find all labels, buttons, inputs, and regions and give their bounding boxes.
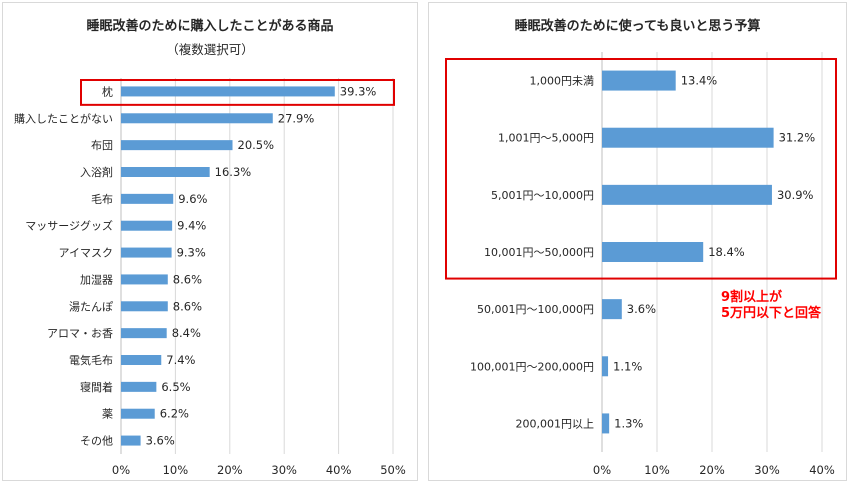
x-tick-label: 30% xyxy=(271,463,297,477)
category-label: 1,000円未満 xyxy=(530,75,595,88)
category-label: その他 xyxy=(80,435,113,448)
bar xyxy=(121,274,168,285)
x-tick-label: 0% xyxy=(593,463,611,477)
bar xyxy=(121,301,168,312)
bar xyxy=(602,70,676,91)
data-label: 27.9% xyxy=(278,111,315,125)
category-label: 1,001円～5,000円 xyxy=(498,132,594,145)
x-tick-label: 0% xyxy=(112,463,130,477)
bar xyxy=(602,242,704,262)
data-label: 9.3% xyxy=(177,246,206,260)
data-label: 9.6% xyxy=(178,192,207,206)
category-label: 50,001円～100,000円 xyxy=(477,303,594,316)
category-label: 薬 xyxy=(102,408,113,421)
bar xyxy=(121,220,173,231)
bar xyxy=(121,435,141,446)
category-label: 購入したことがない xyxy=(14,111,113,125)
category-label: 布団 xyxy=(91,139,113,152)
category-label: 電気毛布 xyxy=(69,353,113,367)
bar xyxy=(121,193,174,204)
bar xyxy=(121,113,273,124)
bar xyxy=(121,167,210,177)
data-label: 18.4% xyxy=(708,245,745,259)
bar xyxy=(121,86,335,97)
category-label: 入浴剤 xyxy=(80,165,113,179)
category-label: 10,001円～50,000円 xyxy=(484,246,594,259)
data-label: 30.9% xyxy=(777,188,814,202)
annotation-text: 9割以上が xyxy=(721,289,782,305)
annotation-text: 5万円以下と回答 xyxy=(721,305,822,321)
x-tick-label: 30% xyxy=(754,463,780,477)
data-label: 8.6% xyxy=(173,299,202,313)
category-label: 毛布 xyxy=(91,193,113,206)
bar xyxy=(121,247,172,258)
data-label: 8.4% xyxy=(172,326,201,340)
category-label: 5,001円～10,000円 xyxy=(491,189,594,202)
data-label: 20.5% xyxy=(238,138,275,152)
x-tick-label: 50% xyxy=(380,463,406,477)
data-label: 1.1% xyxy=(613,359,642,373)
data-label: 6.5% xyxy=(161,380,190,394)
category-label: 100,001円～200,000円 xyxy=(470,360,594,373)
chart-plot-area: 0% 10% 20% 30% 40% 1,000円未満 13.4% 1,001円～5,000円… xyxy=(445,52,837,477)
category-label: 枕 xyxy=(102,84,113,98)
category-label: マッサージグッズ xyxy=(25,219,113,233)
highlight-box xyxy=(80,79,395,106)
data-label: 13.4% xyxy=(681,74,718,88)
bar xyxy=(121,355,162,365)
chart-title: 睡眠改善のために使っても良いと思う予算 xyxy=(514,19,761,34)
data-label: 3.6% xyxy=(627,302,656,316)
bar xyxy=(602,184,772,205)
data-label: 39.3% xyxy=(340,84,377,98)
category-label: 寝間着 xyxy=(80,380,113,394)
x-tick-label: 20% xyxy=(217,463,243,477)
data-label: 7.4% xyxy=(166,353,195,367)
data-label: 6.2% xyxy=(160,407,189,421)
data-label: 31.2% xyxy=(779,131,816,145)
x-tick-label: 40% xyxy=(326,463,352,477)
data-label: 8.6% xyxy=(173,272,202,286)
bar xyxy=(121,408,155,419)
bar xyxy=(121,328,167,339)
chart-purchased-products: 睡眠改善のために購入したことがある商品 （複数選択可） 0% 10% 20% 30% 4… xyxy=(2,2,418,481)
data-label: 9.4% xyxy=(177,219,206,233)
bar xyxy=(602,299,622,320)
x-tick-label: 20% xyxy=(699,463,725,477)
data-label: 16.3% xyxy=(215,165,252,179)
bar xyxy=(121,381,157,392)
x-tick-label: 10% xyxy=(644,463,670,477)
x-tick-label: 40% xyxy=(809,463,835,477)
category-label: 200,001円以上 xyxy=(516,417,595,430)
data-label: 3.6% xyxy=(146,434,175,448)
chart-subtitle: （複数選択可） xyxy=(166,42,254,57)
category-label: アイマスク xyxy=(59,247,113,260)
highlight-box xyxy=(445,58,837,280)
data-label: 1.3% xyxy=(614,416,643,430)
bar xyxy=(602,413,610,434)
bar xyxy=(602,127,774,148)
x-tick-label: 10% xyxy=(163,463,189,477)
chart-title: 睡眠改善のために購入したことがある商品 xyxy=(86,19,334,34)
category-label: 湯たんぽ xyxy=(69,300,113,313)
bar xyxy=(121,140,233,151)
chart-budget: 睡眠改善のために使っても良いと思う予算 0% 10% 20% 30% 40% 1,000円… xyxy=(428,2,847,481)
bar xyxy=(602,356,609,377)
category-label: アロマ・お香 xyxy=(47,327,113,340)
chart-plot-area: 0% 10% 20% 30% 40% 50% 枕 39.3% 購入したことがない 27.9% 布団 2… xyxy=(14,78,406,477)
category-label: 加湿器 xyxy=(80,273,113,286)
